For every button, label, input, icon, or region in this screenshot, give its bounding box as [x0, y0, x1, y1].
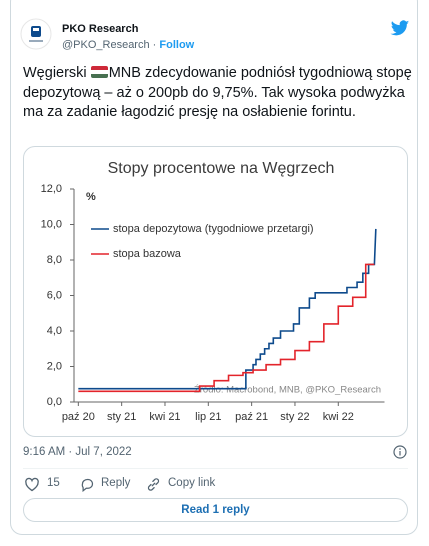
x-tick-label: paź 21	[235, 411, 268, 423]
y-tick-label: 0,0	[47, 396, 62, 408]
divider	[23, 468, 408, 469]
x-tick-label: kwi 21	[149, 411, 180, 423]
tweet-card	[10, 0, 418, 535]
y-tick-label: 2,0	[47, 360, 62, 372]
like-icon[interactable]	[24, 477, 40, 492]
chart-title: Stopy procentowe na Węgrzech	[108, 160, 335, 177]
legend-label: stopa bazowa	[113, 248, 182, 260]
chart: Stopy procentowe na Węgrzech % Źródło: M…	[41, 160, 385, 423]
x-tick-label: lip 21	[195, 411, 221, 423]
link-icon[interactable]	[146, 477, 161, 492]
copy-link-button[interactable]: Copy link	[168, 477, 216, 489]
avatar[interactable]	[20, 18, 52, 50]
y-unit: %	[86, 191, 96, 203]
info-icon[interactable]	[393, 445, 407, 459]
chart-image[interactable]: Stopy procentowe na Węgrzech % Źródło: M…	[23, 146, 408, 437]
follow-link[interactable]: Follow	[159, 39, 195, 51]
like-count[interactable]: 15	[47, 477, 60, 489]
y-tick-label: 4,0	[47, 325, 62, 337]
x-tick-label: paź 20	[62, 411, 95, 423]
twitter-logo[interactable]	[390, 20, 410, 37]
text-part: Węgierski	[23, 65, 91, 81]
x-tick-label: kwi 22	[323, 411, 354, 423]
x-tick-label: sty 21	[107, 411, 136, 423]
x-tick-label: sty 22	[280, 411, 309, 423]
flag-emoji	[90, 66, 108, 78]
y-tick-label: 10,0	[41, 218, 62, 230]
series-line	[78, 263, 375, 393]
tweet-text: Węgierski MNB zdecydowanie podniósł tygo…	[23, 64, 415, 123]
text-part: MNB zdecydowanie podniósł tygodniową sto…	[23, 65, 412, 120]
author-handle[interactable]: @PKO_Research	[62, 39, 150, 51]
series-line	[78, 228, 377, 390]
author-handle-row: @PKO_Research · Follow	[62, 39, 194, 51]
source-note: Źródło: Macrobond, MNB, @PKO_Research	[194, 385, 381, 396]
y-tick-label: 8,0	[47, 254, 62, 266]
y-tick-label: 6,0	[47, 289, 62, 301]
timestamp[interactable]: 9:16 AM · Jul 7, 2022	[23, 446, 132, 458]
separator: ·	[152, 39, 157, 51]
reply-button[interactable]: Reply	[101, 477, 131, 489]
reply-icon[interactable]	[80, 477, 95, 492]
read-replies-button[interactable]: Read 1 reply	[23, 498, 408, 522]
y-tick-label: 12,0	[41, 183, 62, 195]
author-name[interactable]: PKO Research	[62, 23, 139, 35]
legend-label: stopa depozytowa (tygodniowe przetargi)	[113, 223, 314, 235]
